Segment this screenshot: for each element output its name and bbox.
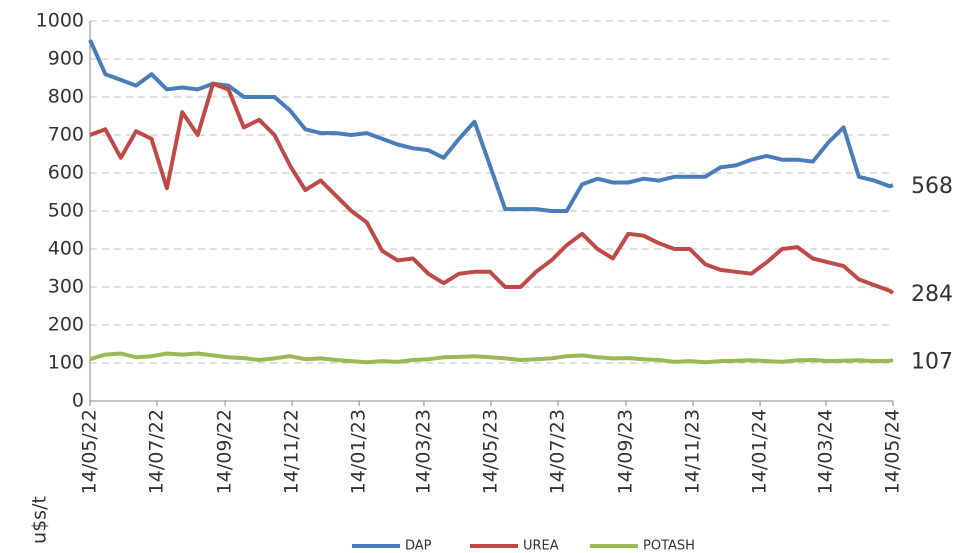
- y-tick-label: 700: [48, 124, 84, 146]
- y-tick-label: 0: [72, 390, 84, 412]
- legend-label: UREA: [523, 539, 559, 553]
- end-label: 568: [911, 174, 953, 199]
- x-tick-label: 14/11/23: [682, 409, 704, 494]
- legend-label: POTASH: [643, 539, 695, 553]
- x-tick-label: 14/03/23: [412, 409, 434, 494]
- y-axis-title: u$s/t: [29, 496, 51, 544]
- y-tick-label: 600: [48, 162, 84, 184]
- y-tick-label: 300: [48, 276, 84, 298]
- x-tick-label: 14/05/22: [79, 409, 101, 494]
- x-tick-label: 14/07/22: [146, 409, 168, 494]
- legend-label: DAP: [405, 539, 432, 553]
- y-tick-label: 500: [48, 200, 84, 222]
- x-tick-label: 14/03/24: [814, 409, 836, 494]
- x-tick-label: 14/05/23: [479, 409, 501, 494]
- y-tick-label: 800: [48, 86, 84, 108]
- x-tick-label: 14/07/23: [546, 409, 568, 494]
- y-tick-label: 400: [48, 238, 84, 260]
- y-tick-label: 200: [48, 314, 84, 336]
- end-label: 284: [911, 282, 953, 307]
- x-tick-label: 14/01/23: [348, 409, 370, 494]
- end-label: 107: [911, 349, 953, 374]
- x-tick-label: 14/09/22: [214, 409, 236, 494]
- y-tick-label: 1000: [36, 10, 84, 32]
- x-tick-label: 14/05/24: [882, 409, 904, 494]
- series-line: [89, 81, 895, 295]
- y-tick-label: 900: [48, 48, 84, 70]
- series-line: [88, 39, 894, 213]
- series-line: [89, 351, 894, 365]
- x-tick-label: 14/09/23: [615, 409, 637, 494]
- x-tick-label: 14/01/24: [749, 409, 771, 494]
- y-tick-label: 100: [48, 352, 84, 374]
- x-tick-label: 14/11/22: [281, 409, 303, 494]
